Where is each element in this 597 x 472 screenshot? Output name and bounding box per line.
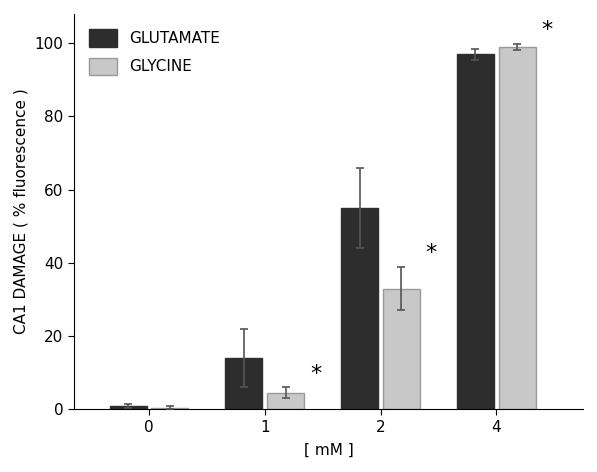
Bar (498, 47, 536, 409)
Text: *: * (426, 243, 437, 263)
Legend: GLUTAMATE, GLYCINE: GLUTAMATE, GLYCINE (81, 22, 227, 83)
Bar (267, 393, 304, 409)
X-axis label: [ mM ]: [ mM ] (303, 443, 353, 458)
Bar (457, 54, 494, 409)
Text: *: * (310, 364, 321, 384)
Bar (110, 406, 147, 409)
Bar (341, 208, 378, 409)
Text: *: * (541, 20, 553, 40)
Bar (383, 288, 420, 409)
Bar (151, 407, 188, 409)
Bar (226, 358, 263, 409)
Y-axis label: CA1 DAMAGE ( % fluorescence ): CA1 DAMAGE ( % fluorescence ) (14, 89, 29, 335)
